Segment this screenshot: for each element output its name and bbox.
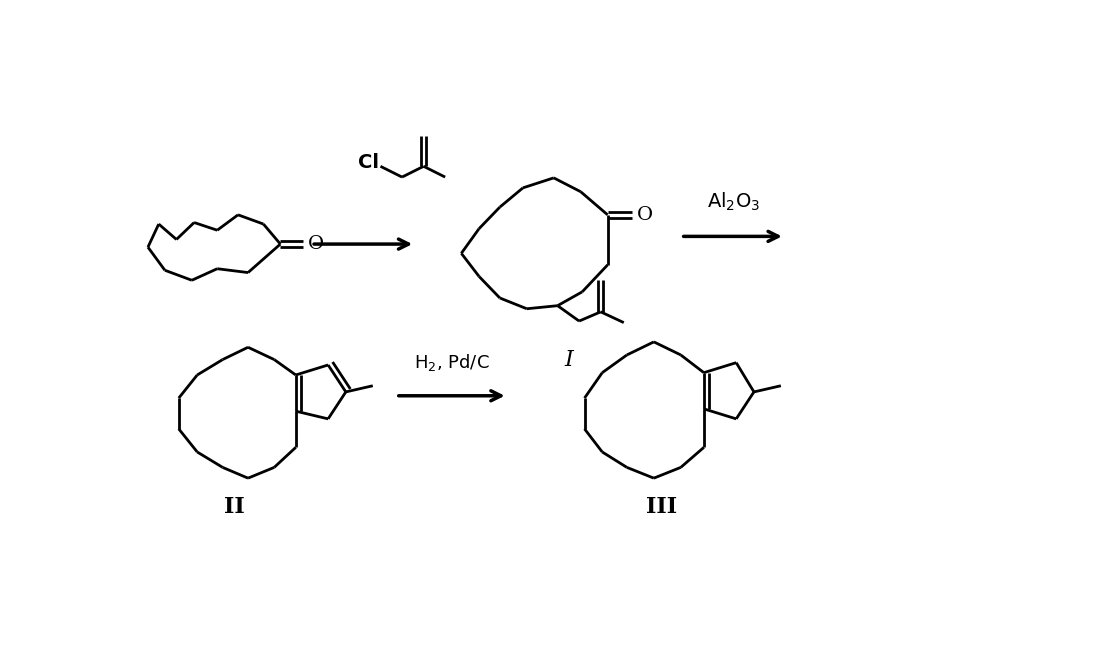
Text: III: III xyxy=(646,496,677,518)
Text: Cl: Cl xyxy=(358,153,379,172)
Text: H$_2$, Pd/C: H$_2$, Pd/C xyxy=(414,352,489,373)
Text: O: O xyxy=(308,235,325,253)
Text: Al$_2$O$_3$: Al$_2$O$_3$ xyxy=(706,191,759,213)
Text: I: I xyxy=(565,349,574,371)
Text: O: O xyxy=(637,206,653,224)
Text: II: II xyxy=(224,496,245,518)
